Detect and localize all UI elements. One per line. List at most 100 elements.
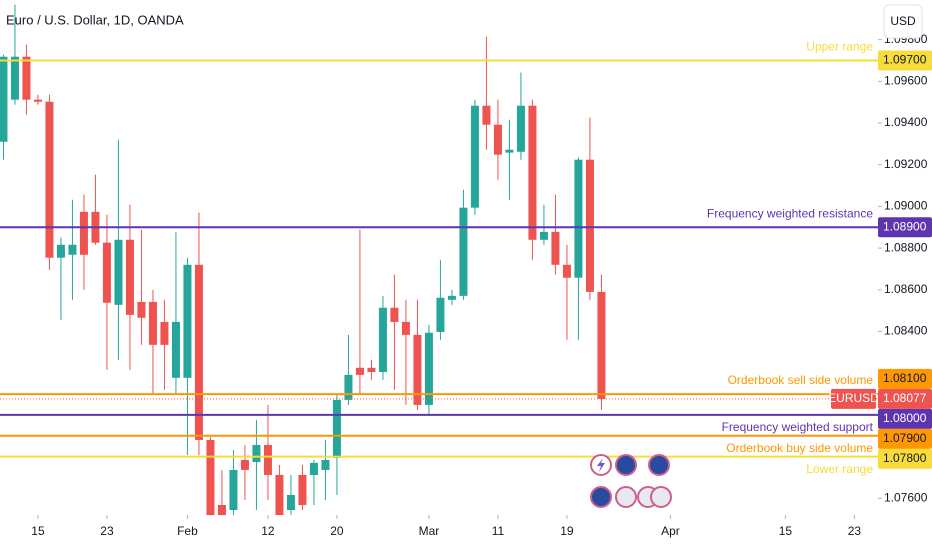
x-tick-label: 11: [492, 524, 505, 538]
event-icon[interactable]: [590, 486, 612, 508]
y-tick-label: 1.08400: [884, 324, 928, 338]
level-name: Frequency weighted resistance: [707, 206, 873, 220]
event-icon[interactable]: [648, 454, 670, 476]
level-name: Lower range: [806, 462, 873, 476]
level-name: Frequency weighted support: [722, 420, 874, 434]
candle-body: [321, 459, 330, 470]
last-price-label: 1.08077: [883, 391, 927, 405]
y-tick-label: 1.09600: [884, 73, 928, 87]
candle-body: [68, 244, 77, 255]
candle-body: [355, 367, 364, 375]
x-tick-label: 12: [261, 524, 275, 538]
y-tick-label: 1.09400: [884, 115, 928, 129]
x-tick-label: 15: [779, 524, 793, 538]
candle-body: [56, 244, 65, 258]
overlay: 1.07600 1.08400 1.08600 1.08800 1.09000 1.092…: [31, 32, 932, 538]
y-tick-label: 1.07600: [884, 490, 928, 504]
candle-body: [413, 334, 422, 405]
candle-body: [45, 101, 54, 258]
symbol-box: [831, 388, 876, 409]
candle-body: [447, 295, 456, 300]
candle-body: [275, 474, 284, 515]
candle-body: [160, 321, 169, 345]
level-value-label: 1.09700: [883, 53, 927, 67]
event-icons: [590, 454, 672, 508]
level-name: Upper range: [806, 40, 873, 54]
x-tick-label: 19: [560, 524, 574, 538]
candle-body: [0, 56, 8, 142]
candle-body: [33, 99, 42, 102]
candle-body: [551, 231, 560, 265]
candle-body: [252, 444, 261, 463]
x-tick-label: 20: [330, 524, 344, 538]
plot-area: [0, 4, 878, 515]
level-value-label: 1.07900: [883, 431, 927, 445]
candle-body: [206, 439, 215, 515]
candle-body: [183, 264, 192, 378]
candle-body: [482, 105, 491, 125]
y-tick-label: 1.08600: [884, 282, 928, 296]
candle-body: [125, 239, 134, 315]
symbol-label: EURUSD: [828, 391, 879, 405]
currency-button[interactable]: [883, 4, 923, 39]
event-icon[interactable]: [615, 454, 637, 476]
level-value-box: [878, 368, 932, 389]
candle-body: [539, 231, 548, 240]
candle-body: [240, 459, 249, 470]
x-tick-label: Feb: [177, 524, 198, 538]
event-glyph: [597, 458, 605, 472]
candle-body: [217, 504, 226, 515]
candle-body: [367, 367, 376, 372]
candle-body: [505, 149, 514, 153]
x-tick-label: 23: [848, 524, 862, 538]
candle-body: [516, 105, 525, 152]
y-tick-label: 1.09000: [884, 199, 928, 213]
candle-body: [79, 211, 88, 255]
x-tick-label: Mar: [419, 524, 440, 538]
candle-body: [10, 56, 19, 100]
candle-body: [378, 307, 387, 372]
candle-body: [562, 264, 571, 278]
event-icon[interactable]: [650, 486, 672, 508]
candle-body: [137, 301, 146, 318]
candle-body: [528, 105, 537, 240]
last-price-box: [878, 388, 932, 409]
candle-body: [148, 301, 157, 345]
candle-body: [424, 332, 433, 405]
candle-body: [459, 207, 468, 296]
level-value-box: [878, 408, 932, 429]
candle-body: [401, 321, 410, 335]
y-tick-label: 1.08800: [884, 240, 928, 254]
candle-body: [332, 399, 341, 458]
candle-body: [102, 242, 111, 303]
candle-body: [286, 494, 295, 510]
candle-body: [574, 159, 583, 278]
candle-body: [470, 105, 479, 208]
level-value-label: 1.07800: [883, 451, 927, 465]
level-name: Orderbook sell side volume: [728, 373, 874, 387]
candle-body: [298, 474, 307, 505]
level-value-label: 1.08900: [883, 219, 927, 233]
candle-body: [263, 444, 272, 475]
candle-body: [585, 159, 594, 292]
candle-body: [344, 374, 353, 400]
currency-label[interactable]: USD: [890, 14, 916, 28]
event-icon[interactable]: [615, 486, 637, 508]
level-value-box: [878, 428, 932, 449]
candle-body: [171, 321, 180, 378]
candle-body: [114, 239, 123, 305]
candle-body: [22, 56, 31, 100]
y-tick-label: 1.09200: [884, 157, 928, 171]
candle-body: [194, 264, 203, 440]
x-tick-label: 23: [100, 524, 114, 538]
level-value-box: [878, 217, 932, 238]
level-value-box: [878, 50, 932, 71]
x-tick-label: 15: [31, 524, 45, 538]
level-name: Orderbook buy side volume: [726, 441, 873, 455]
candle-body: [436, 297, 445, 332]
chart-title: Euro / U.S. Dollar, 1D, OANDA: [6, 12, 184, 27]
x-tick-label: Apr: [661, 524, 680, 538]
candle-body: [309, 462, 318, 475]
candle-body: [493, 124, 502, 155]
